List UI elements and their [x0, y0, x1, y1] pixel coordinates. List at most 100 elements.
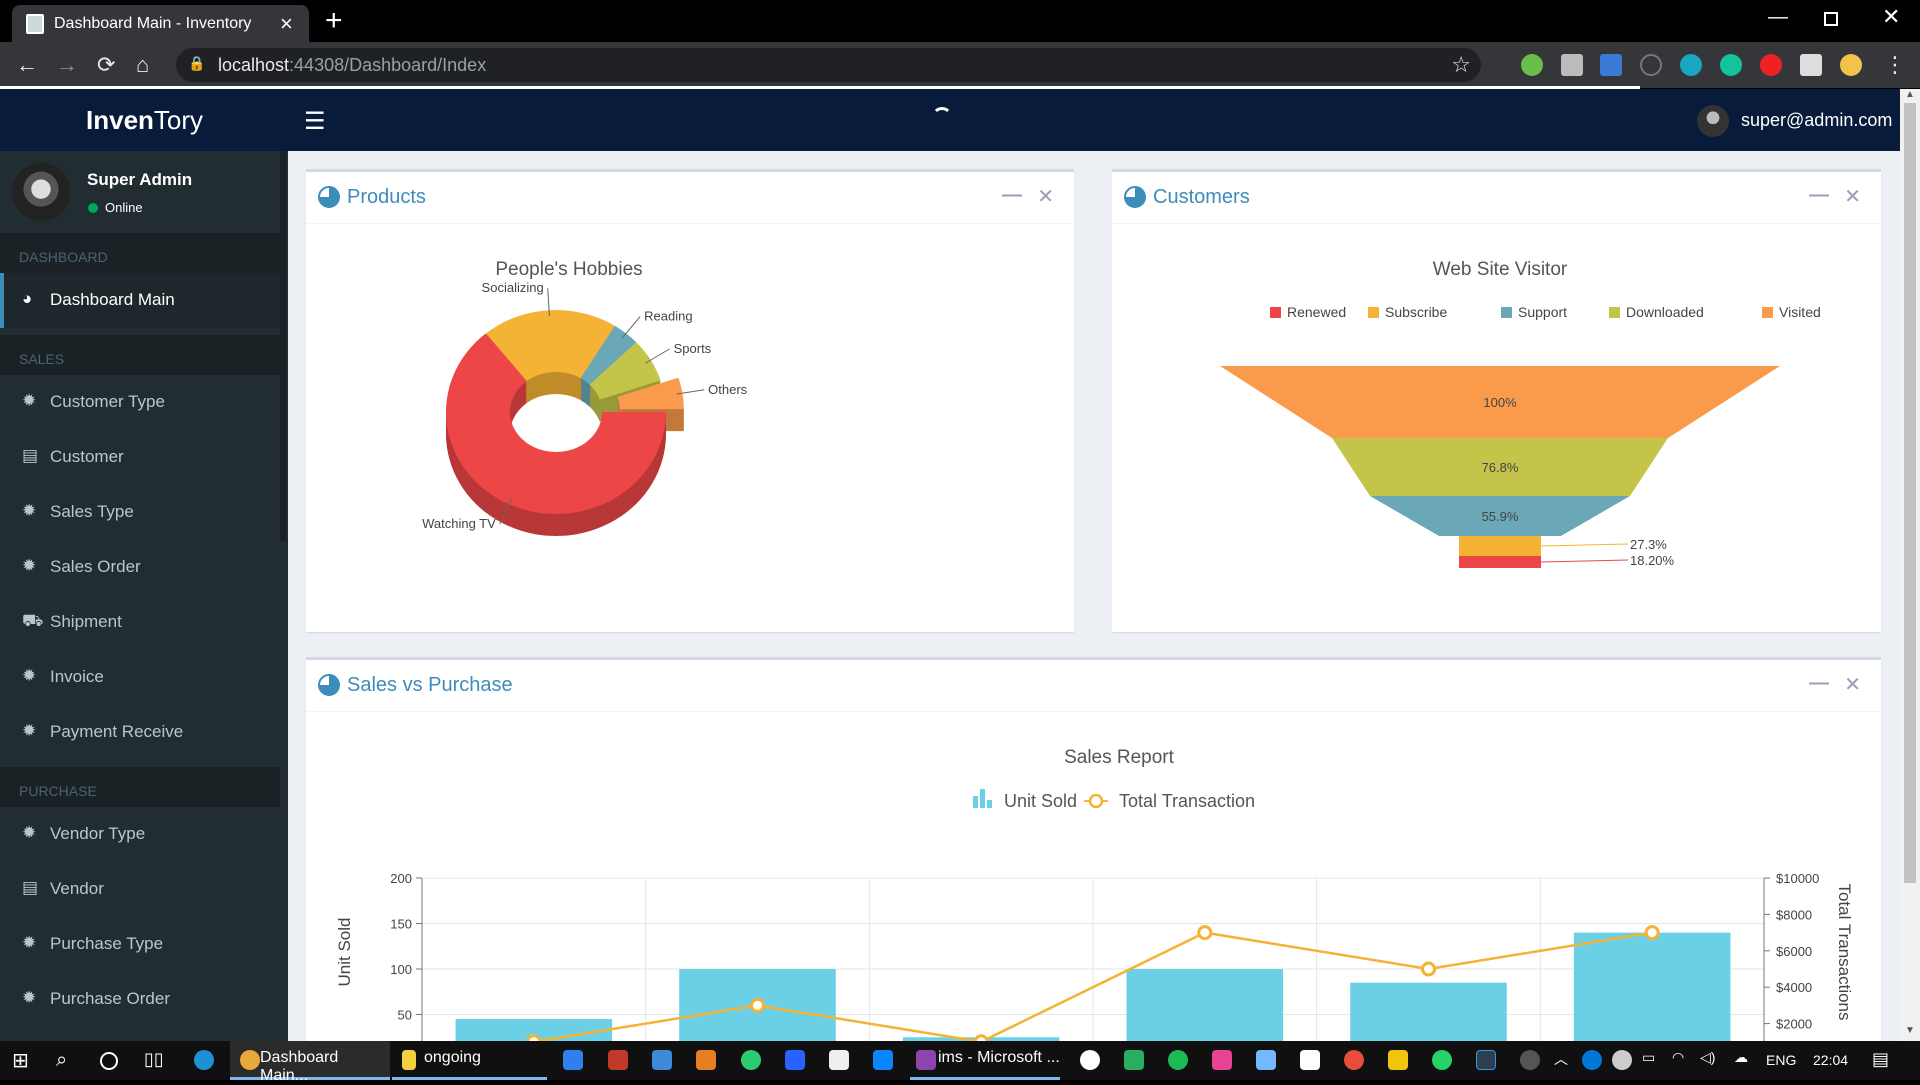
app-icon[interactable] — [1344, 1050, 1364, 1070]
minimize-box-icon[interactable]: — — [1002, 184, 1022, 206]
scroll-up-icon[interactable]: ▲ — [1905, 89, 1915, 100]
sublime-icon[interactable] — [696, 1050, 716, 1070]
puzzle-icon[interactable] — [1800, 54, 1822, 76]
sidebar-item-customer[interactable]: ▤ Customer — [0, 430, 280, 485]
onedrive-icon[interactable] — [1582, 1050, 1602, 1070]
sidebar-item-shipment[interactable]: ⛟ Shipment — [0, 595, 280, 650]
browser-tab-strip: Dashboard Main - Inventory × + — ✕ — [0, 0, 1920, 42]
code-extension-icon[interactable] — [1640, 54, 1662, 76]
sidebar-item-purchase-type[interactable]: ✹ Purchase Type — [0, 917, 280, 972]
wifi-icon[interactable]: ◠ — [1672, 1049, 1685, 1065]
browser-tab[interactable]: Dashboard Main - Inventory × — [12, 5, 309, 42]
home-icon[interactable]: ⌂ — [136, 52, 150, 77]
minimize-window-icon[interactable]: — — [1768, 6, 1788, 28]
language-indicator[interactable]: ENG — [1766, 1052, 1797, 1068]
app-icon[interactable] — [1388, 1050, 1408, 1070]
new-tab-button[interactable]: + — [325, 4, 343, 37]
vscode-icon[interactable] — [873, 1050, 893, 1070]
pie-chart-icon — [318, 674, 340, 696]
cortana-icon[interactable] — [100, 1052, 118, 1070]
cloud-icon[interactable] — [1612, 1050, 1632, 1070]
sidebar-item-vendor[interactable]: ▤ Vendor — [0, 862, 280, 917]
brand-logo[interactable]: InvenTory — [86, 105, 204, 135]
close-window-icon[interactable]: ✕ — [1882, 4, 1901, 29]
reload-icon[interactable]: ⟳ — [97, 52, 116, 77]
battery-icon[interactable]: ▭ — [1642, 1049, 1656, 1065]
clock[interactable]: 22:04 — [1813, 1052, 1849, 1068]
task-view-icon[interactable]: ▯▯ — [144, 1049, 164, 1069]
notifications-icon[interactable]: ▤ — [1872, 1049, 1890, 1069]
gear-icon: ✹ — [22, 556, 37, 575]
scroll-down-icon[interactable]: ▼ — [1905, 1025, 1915, 1036]
minimize-box-icon[interactable]: — — [1809, 672, 1829, 694]
page-scrollbar[interactable]: ▲ ▼ — [1900, 89, 1920, 1041]
volume-icon[interactable]: ◁) — [1700, 1049, 1716, 1065]
close-box-icon[interactable]: ✕ — [1844, 674, 1861, 696]
notion-icon[interactable] — [1300, 1050, 1320, 1070]
sidebar-item-customer-type[interactable]: ✹ Customer Type — [0, 375, 280, 430]
hamburger-menu-icon[interactable]: ☰ — [304, 108, 326, 135]
app-icon[interactable] — [1212, 1050, 1232, 1070]
more-menu-icon[interactable]: ⋮ — [1884, 52, 1906, 77]
sidebar-item-purchase-order[interactable]: ✹ Purchase Order — [0, 972, 280, 1027]
mcafee-icon[interactable] — [608, 1050, 628, 1070]
profile-avatar-icon[interactable] — [1840, 54, 1862, 76]
donut-slice — [617, 377, 684, 410]
avatar[interactable] — [1697, 105, 1729, 137]
user-email[interactable]: super@admin.com — [1741, 110, 1893, 130]
close-box-icon[interactable]: ✕ — [1037, 186, 1054, 208]
sidebar-item-vendor-type[interactable]: ✹ Vendor Type — [0, 807, 280, 862]
sidebar-item-payment-receive[interactable]: ✹ Payment Receive — [0, 705, 280, 760]
taskbar-window-chrome[interactable]: Dashboard Main... — [230, 1041, 390, 1084]
calendar-extension-icon[interactable] — [1600, 54, 1622, 76]
pycharm-icon[interactable] — [1124, 1050, 1144, 1070]
tray-chevron-icon[interactable]: ︿ — [1554, 1051, 1568, 1067]
minimize-box-icon[interactable]: — — [1809, 184, 1829, 206]
search-icon[interactable]: ⌕ — [56, 1049, 68, 1071]
mail-icon[interactable] — [652, 1050, 672, 1070]
extension-icon[interactable] — [1561, 54, 1583, 76]
extension-icon[interactable] — [1680, 54, 1702, 76]
lock-icon[interactable]: 🔒 — [188, 55, 206, 71]
top-navbar: InvenTory ☰ super@admin.com — [0, 89, 1900, 151]
whatsapp-icon[interactable] — [1432, 1050, 1452, 1070]
windows-start-icon[interactable]: ⊞ — [12, 1050, 29, 1072]
forward-icon[interactable]: → — [56, 52, 78, 77]
y2-tick-label: $4000 — [1776, 980, 1812, 995]
sidebar-item-dashboard-main[interactable]: ◕ Dashboard Main — [0, 273, 280, 328]
lightroom-icon[interactable] — [1476, 1050, 1496, 1070]
app-icon[interactable] — [1080, 1050, 1100, 1070]
funnel-stage-label: 27.3% — [1630, 537, 1667, 552]
close-tab-icon[interactable]: × — [280, 11, 293, 36]
app-icon[interactable] — [563, 1050, 583, 1070]
upload-cloud-icon[interactable]: ☁ — [1734, 1049, 1748, 1065]
restore-window-icon[interactable] — [1824, 12, 1838, 26]
store-icon[interactable] — [829, 1050, 849, 1070]
taskbar-window-visual-studio[interactable]: ims - Microsoft ... — [910, 1041, 1060, 1080]
url-text[interactable]: localhost:44308/Dashboard/Index — [218, 55, 487, 75]
sidebar-scrollbar[interactable] — [280, 151, 286, 541]
legend-unit-sold: Unit Sold — [1004, 791, 1077, 811]
box-title: Customers — [1153, 186, 1250, 208]
back-icon[interactable]: ← — [16, 52, 38, 77]
edge-icon[interactable] — [194, 1050, 214, 1070]
sidebar-item-invoice[interactable]: ✹ Invoice — [0, 650, 280, 705]
calculator-icon[interactable] — [785, 1050, 805, 1070]
bookmark-star-icon[interactable]: ☆ — [1451, 52, 1471, 77]
sidebar-item-sales-order[interactable]: ✹ Sales Order — [0, 540, 280, 595]
close-box-icon[interactable]: ✕ — [1844, 186, 1861, 208]
sidebar-item-sales-type[interactable]: ✹ Sales Type — [0, 485, 280, 540]
app-icon[interactable] — [1520, 1050, 1540, 1070]
address-bar[interactable]: 🔒 localhost:44308/Dashboard/Index ☆ — [176, 48, 1481, 82]
label-leader-line — [499, 498, 513, 525]
scrollbar-thumb[interactable] — [1904, 103, 1916, 883]
extension-icon[interactable] — [1760, 54, 1782, 76]
app-icon[interactable] — [1256, 1050, 1276, 1070]
app-icon[interactable] — [741, 1050, 761, 1070]
transaction-line — [533, 931, 1653, 1041]
grammarly-icon[interactable] — [1720, 54, 1742, 76]
spotify-icon[interactable] — [1168, 1050, 1188, 1070]
extension-icon[interactable] — [1521, 54, 1543, 76]
donut-slice — [589, 342, 661, 400]
taskbar-window-notes[interactable]: ongoing — [392, 1041, 547, 1080]
